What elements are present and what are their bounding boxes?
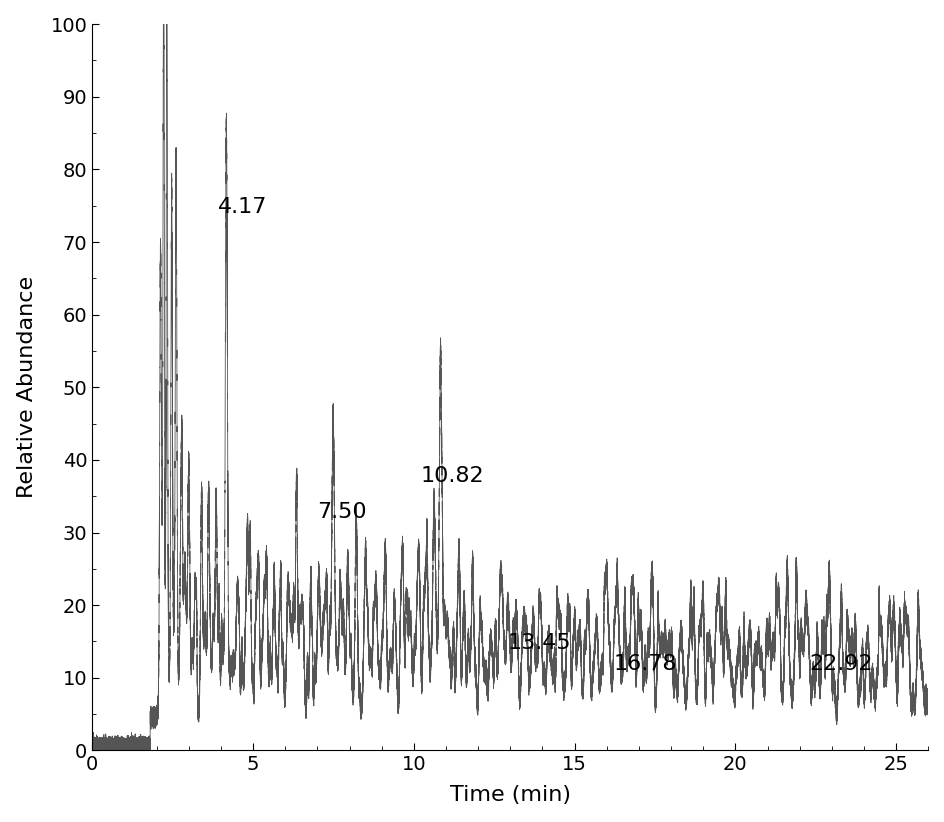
Text: 4.17: 4.17 xyxy=(217,197,267,217)
Text: 22.92: 22.92 xyxy=(808,654,872,675)
Text: 10.82: 10.82 xyxy=(420,466,483,486)
Text: 13.45: 13.45 xyxy=(507,633,570,653)
Y-axis label: Relative Abundance: Relative Abundance xyxy=(17,276,37,498)
Text: 16.78: 16.78 xyxy=(613,654,676,675)
X-axis label: Time (min): Time (min) xyxy=(449,785,570,806)
Text: 7.50: 7.50 xyxy=(317,502,366,522)
